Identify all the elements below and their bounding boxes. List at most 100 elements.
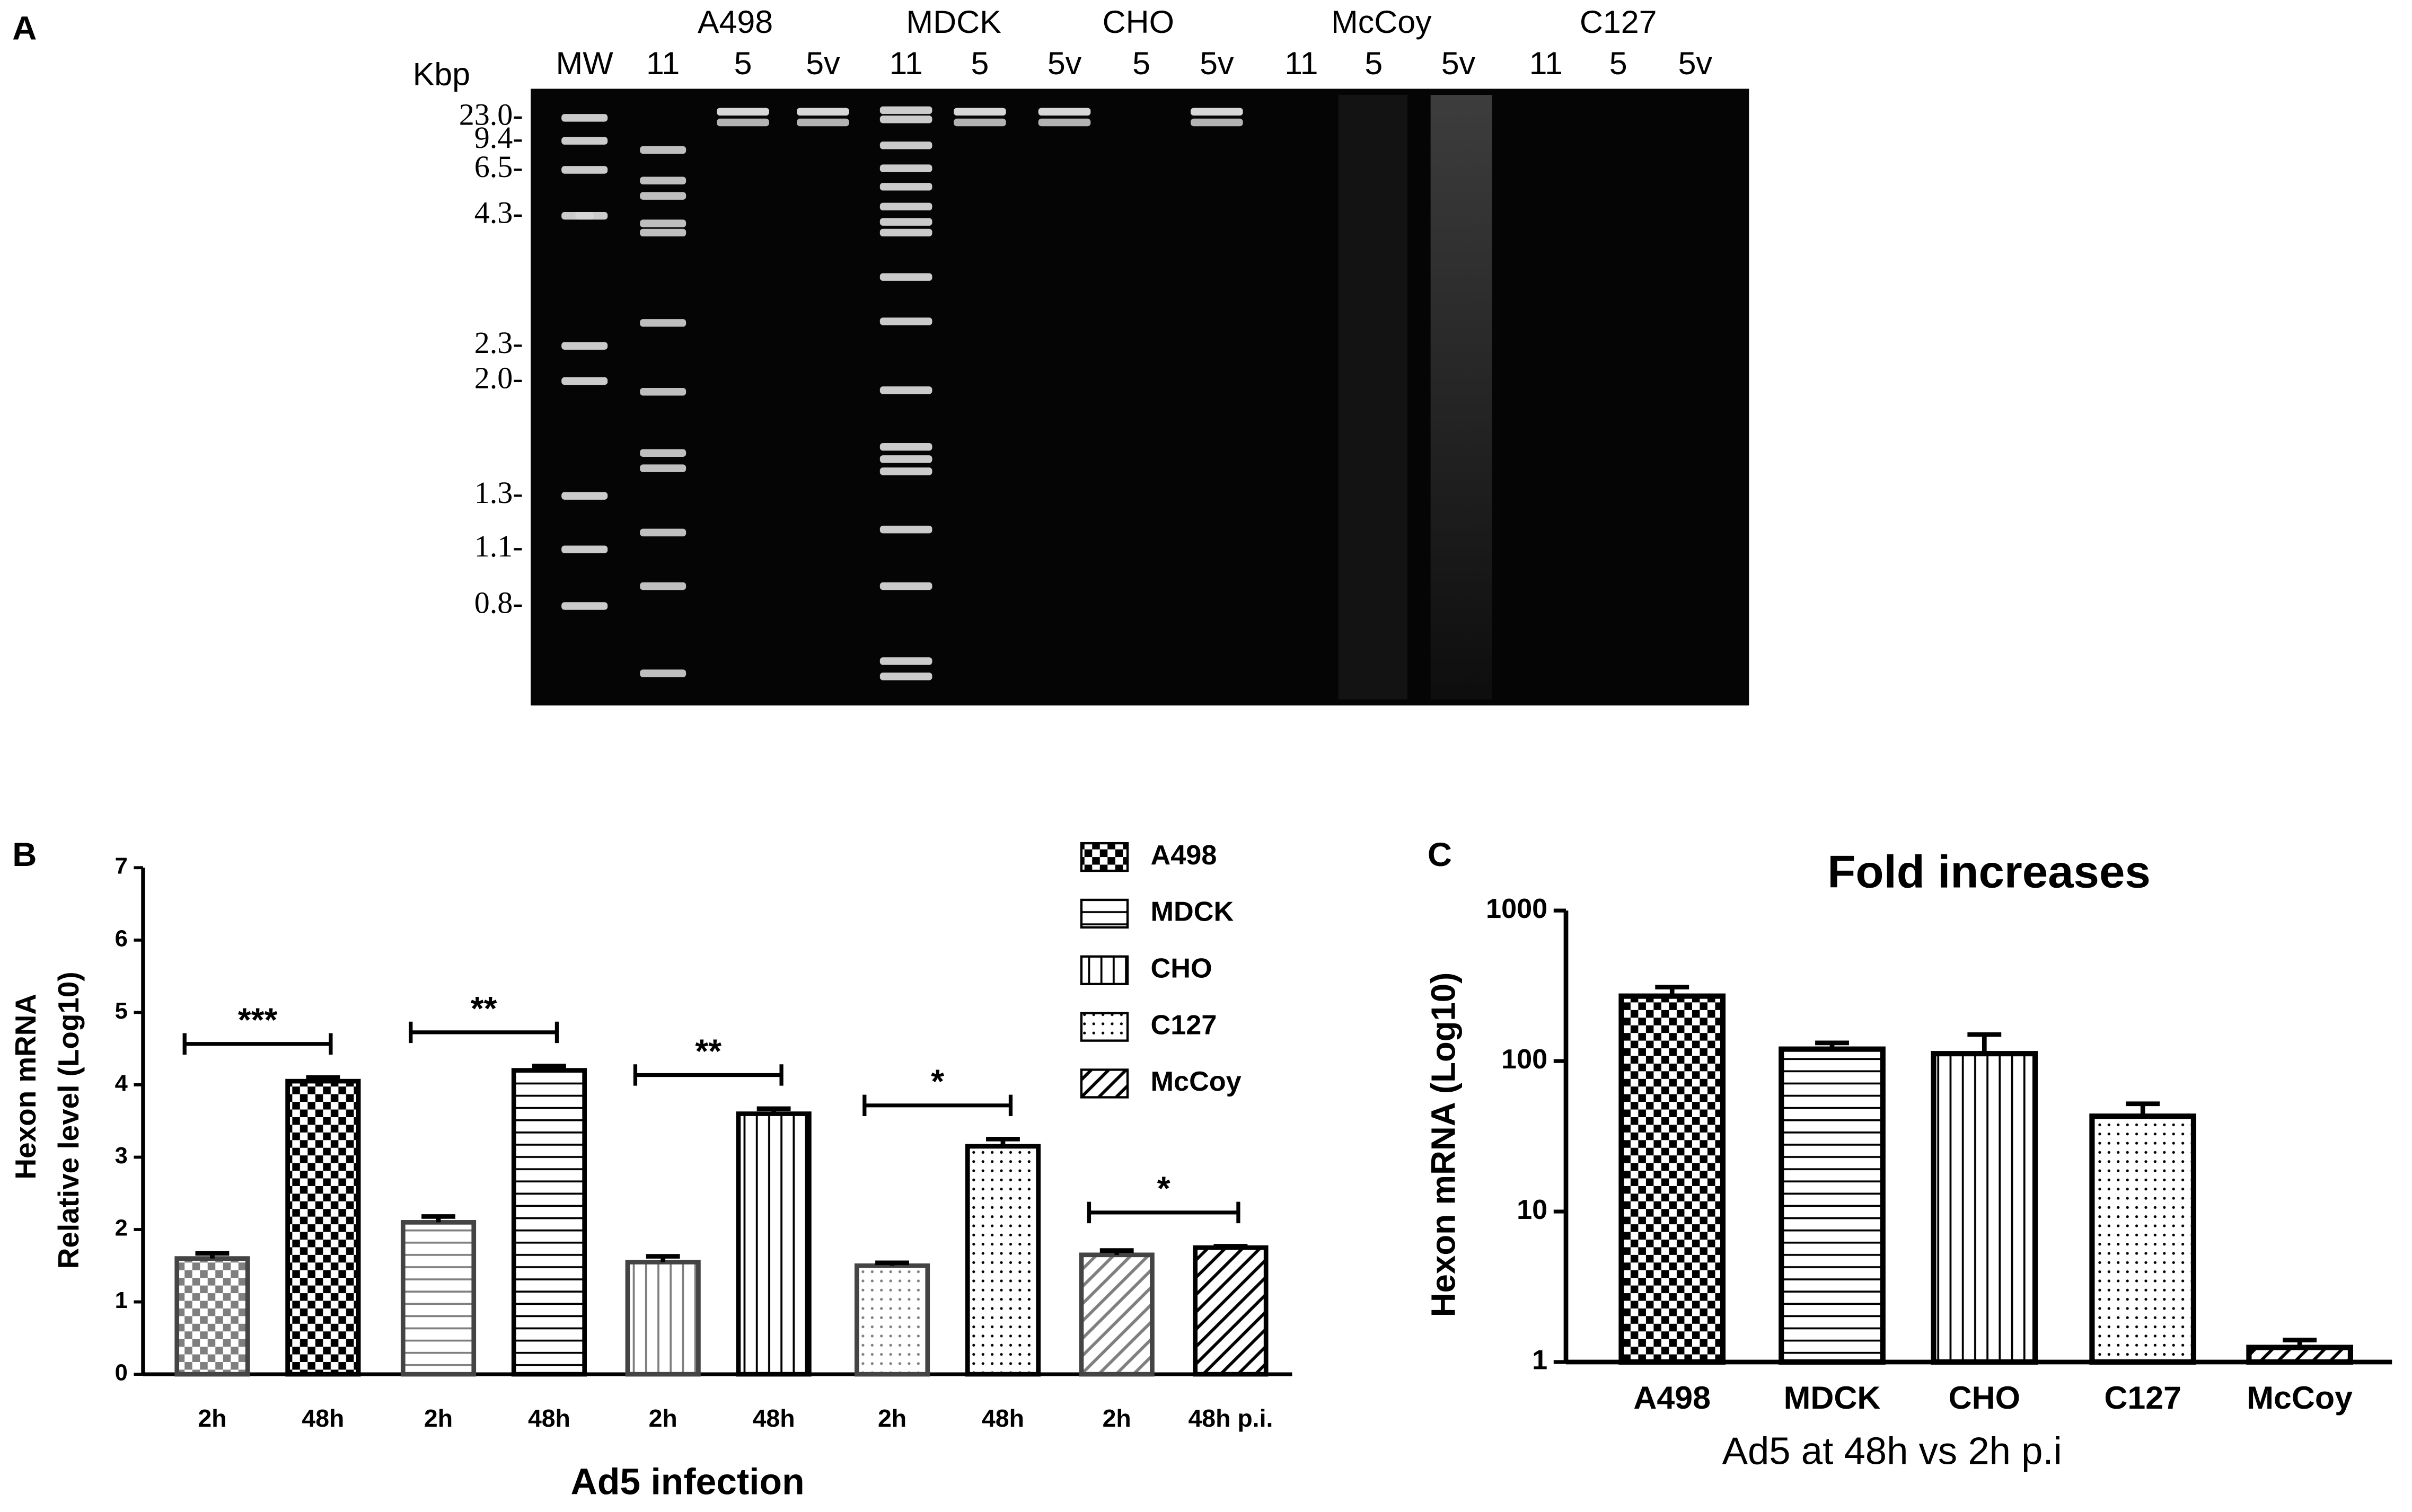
- lane-label: 5: [971, 45, 989, 81]
- gel-band: [879, 455, 932, 463]
- y-tick-label: 0: [115, 1360, 128, 1386]
- x-tick-label: C127: [2104, 1380, 2181, 1416]
- lane-label: 11: [1529, 45, 1563, 81]
- gel-band: [879, 467, 932, 475]
- gel-band: [879, 386, 932, 394]
- gel-band: [879, 183, 932, 191]
- gel-band: [561, 377, 608, 385]
- size-label: 0.8-: [474, 586, 523, 620]
- bar: [736, 1111, 812, 1377]
- size-label: 23.0-: [459, 98, 523, 132]
- gel-band: [640, 528, 686, 537]
- gel-band: [879, 202, 932, 211]
- x-tick-label: 2h: [198, 1404, 226, 1432]
- gel-band: [879, 673, 932, 680]
- gel-band: [640, 146, 686, 154]
- gel-band: [561, 211, 608, 220]
- x-tick-label: 48h: [753, 1404, 795, 1432]
- gel-band: [561, 342, 608, 350]
- significance-label: **: [471, 989, 497, 1027]
- y-tick-label: 3: [115, 1143, 128, 1169]
- y-tick-label: 2: [115, 1216, 128, 1241]
- x-tick-label: 48h p.i.: [1188, 1404, 1273, 1432]
- bar: [1931, 1051, 2038, 1365]
- x-tick-label: 48h: [528, 1404, 570, 1432]
- gel-band: [879, 142, 932, 149]
- gel-band: [640, 582, 686, 590]
- lane-label: 11: [646, 45, 680, 81]
- x-axis-label: Ad5 at 48h vs 2h p.i: [1722, 1429, 2062, 1472]
- significance-label: ***: [238, 1001, 278, 1039]
- chart-title: Fold increases: [1827, 846, 2151, 898]
- x-tick-label: MDCK: [1784, 1380, 1881, 1416]
- x-tick-label: 2h: [649, 1404, 677, 1432]
- gel-band: [640, 319, 686, 327]
- lane-label: 5v: [1200, 45, 1234, 81]
- bar: [511, 1068, 587, 1377]
- x-tick-label: 48h: [982, 1404, 1024, 1432]
- gel-band: [561, 166, 608, 174]
- gel-band: [640, 464, 686, 472]
- significance-label: *: [931, 1063, 944, 1100]
- gel-band: [879, 582, 932, 590]
- gel-band: [561, 545, 608, 553]
- panel-label: C: [1428, 836, 1452, 873]
- lane-label: 5: [1365, 45, 1383, 81]
- bar: [285, 1078, 361, 1377]
- gel-band: [879, 657, 932, 665]
- gel-band: [879, 164, 932, 172]
- panel-label: A: [12, 10, 37, 47]
- gel-band: [640, 228, 686, 237]
- legend-swatch: [1080, 1012, 1129, 1042]
- y-tick-label: 1000: [1486, 894, 1547, 924]
- x-tick-label: McCoy: [2247, 1380, 2353, 1416]
- lane-label: 11: [1284, 45, 1318, 81]
- group-label: MDCK: [906, 4, 1001, 40]
- lane-label: 11: [890, 45, 923, 81]
- bar: [400, 1220, 477, 1377]
- gel-band: [797, 118, 849, 127]
- bar: [1193, 1245, 1269, 1377]
- gel-band: [640, 669, 686, 677]
- y-tick-label: 7: [115, 854, 128, 879]
- y-tick-label: 4: [115, 1071, 128, 1096]
- size-label: 2.3-: [474, 325, 523, 360]
- bar: [1779, 1046, 1886, 1365]
- gel-band: [879, 525, 932, 534]
- gel-band: [717, 118, 769, 127]
- gel-band: [879, 228, 932, 237]
- gel-band: [561, 137, 608, 145]
- gel-band: [879, 116, 932, 123]
- significance-label: **: [695, 1032, 721, 1070]
- lane-label: 5v: [1678, 45, 1713, 81]
- bar: [625, 1260, 701, 1377]
- gel-band: [640, 176, 686, 184]
- gel-band: [879, 443, 932, 451]
- size-label: 4.3-: [474, 196, 523, 230]
- legend-label: McCoy: [1151, 1066, 1242, 1097]
- size-label: 1.3-: [474, 475, 523, 510]
- significance-label: *: [1157, 1170, 1170, 1207]
- gel-band: [797, 108, 849, 116]
- gel-band: [640, 449, 686, 457]
- size-label: 2.0-: [474, 360, 523, 395]
- y-axis-label: Hexon mRNA: [9, 994, 42, 1179]
- group-label: CHO: [1103, 4, 1174, 40]
- unit-label: Kbp: [413, 56, 470, 92]
- legend-label: A498: [1151, 840, 1217, 871]
- x-tick-label: 2h: [424, 1404, 453, 1432]
- legend-swatch: [1080, 955, 1129, 985]
- gel-band: [879, 218, 932, 226]
- x-tick-label: 2h: [878, 1404, 906, 1432]
- x-axis-label: Ad5 infection: [571, 1461, 805, 1502]
- y-tick-label: 5: [115, 998, 128, 1024]
- gel-smear: [1338, 95, 1408, 700]
- lane-label: 5v: [1441, 45, 1476, 81]
- gel-smear: [1430, 95, 1492, 700]
- legend-label: MDCK: [1151, 897, 1234, 927]
- group-label: McCoy: [1331, 4, 1432, 40]
- gel-band: [1190, 108, 1243, 116]
- lane-label: 5: [1132, 45, 1150, 81]
